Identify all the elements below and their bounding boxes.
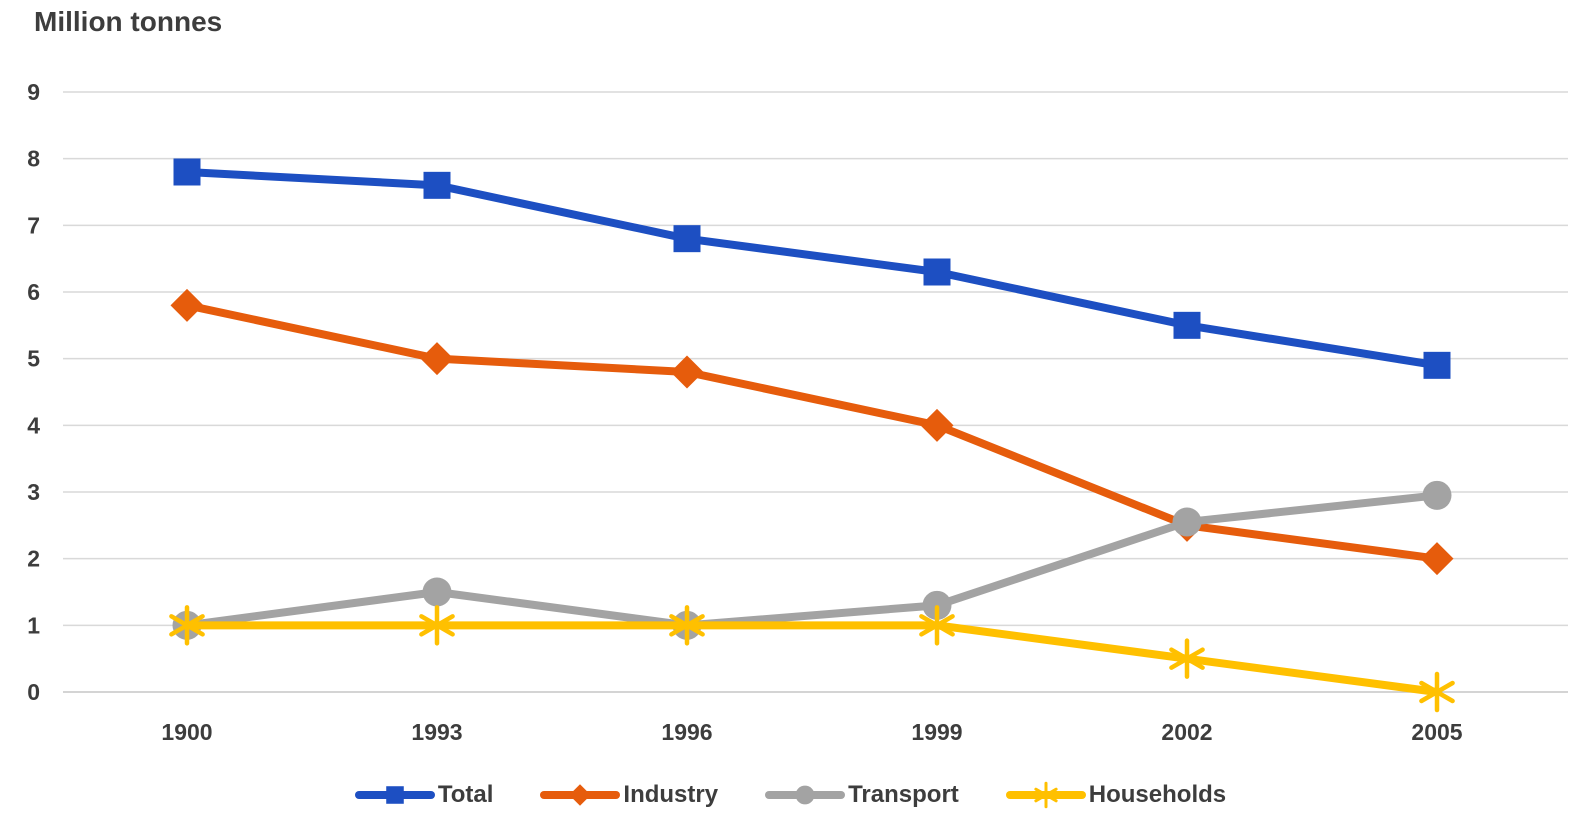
series-line-transport: [183, 491, 1441, 630]
y-tick-label: 5: [27, 346, 40, 372]
x-tick-label: 1999: [911, 719, 962, 745]
asterisk-marker: [169, 605, 205, 646]
x-tick-label: 2005: [1411, 719, 1462, 745]
square-marker: [173, 158, 201, 186]
legend-item-households: Households: [1005, 780, 1226, 810]
diamond-marker: [170, 288, 204, 322]
x-tick-label: 2002: [1161, 719, 1212, 745]
y-tick-label: 9: [27, 79, 40, 105]
diamond-marker: [920, 408, 954, 442]
legend-key-square: [354, 786, 435, 804]
legend-label: Households: [1088, 781, 1227, 808]
square-marker: [1173, 311, 1201, 339]
legend-key-diamond: [540, 784, 621, 806]
square-marker: [923, 258, 951, 286]
diamond-marker: [420, 342, 454, 376]
asterisk-marker: [1034, 781, 1058, 809]
circle-marker: [422, 577, 452, 607]
circle-marker: [1172, 507, 1202, 537]
y-tick-label: 1: [27, 612, 40, 638]
series-households: [169, 605, 1455, 713]
legend-label: Transport: [848, 781, 959, 808]
square-marker: [386, 786, 404, 804]
series-industry: [170, 288, 1454, 576]
y-tick-label: 3: [27, 479, 40, 505]
series-line-total: [183, 168, 1441, 370]
x-tick-label: 1993: [411, 719, 462, 745]
legend-item-transport: Transport: [764, 780, 959, 810]
diamond-marker: [569, 784, 592, 806]
series-line-households: [183, 621, 1441, 696]
legend-item-total: Total: [354, 780, 494, 810]
square-marker: [1423, 351, 1451, 379]
series-line-industry: [183, 301, 1441, 563]
square-marker: [423, 171, 451, 199]
y-tick-label: 0: [27, 679, 40, 705]
y-tick-label: 7: [27, 212, 40, 238]
y-tick-label: 8: [27, 146, 40, 172]
square-marker: [673, 225, 701, 253]
series-total: [173, 158, 1451, 379]
circle-marker: [795, 785, 815, 805]
asterisk-marker: [919, 605, 955, 646]
asterisk-marker: [1169, 638, 1205, 679]
x-tick-label: 1900: [161, 719, 212, 745]
legend: Total Industry Transport Households: [0, 770, 1580, 820]
y-tick-label: 2: [27, 546, 40, 572]
legend-item-industry: Industry: [539, 780, 718, 810]
circle-marker: [1422, 480, 1452, 510]
y-tick-label: 6: [27, 279, 40, 305]
asterisk-marker: [419, 605, 455, 646]
y-tick-label: 4: [27, 412, 40, 438]
legend-label: Total: [437, 781, 494, 808]
series-transport: [172, 480, 1452, 640]
asterisk-marker: [1419, 671, 1455, 713]
asterisk-marker: [669, 605, 705, 646]
diamond-marker: [1420, 542, 1454, 576]
legend-key-asterisk: [1005, 781, 1086, 809]
diamond-marker: [670, 355, 704, 389]
legend-label: Industry: [623, 781, 719, 808]
x-tick-label: 1996: [661, 719, 712, 745]
legend-key-circle: [765, 785, 846, 805]
chart-title: Million tonnes: [34, 6, 223, 37]
